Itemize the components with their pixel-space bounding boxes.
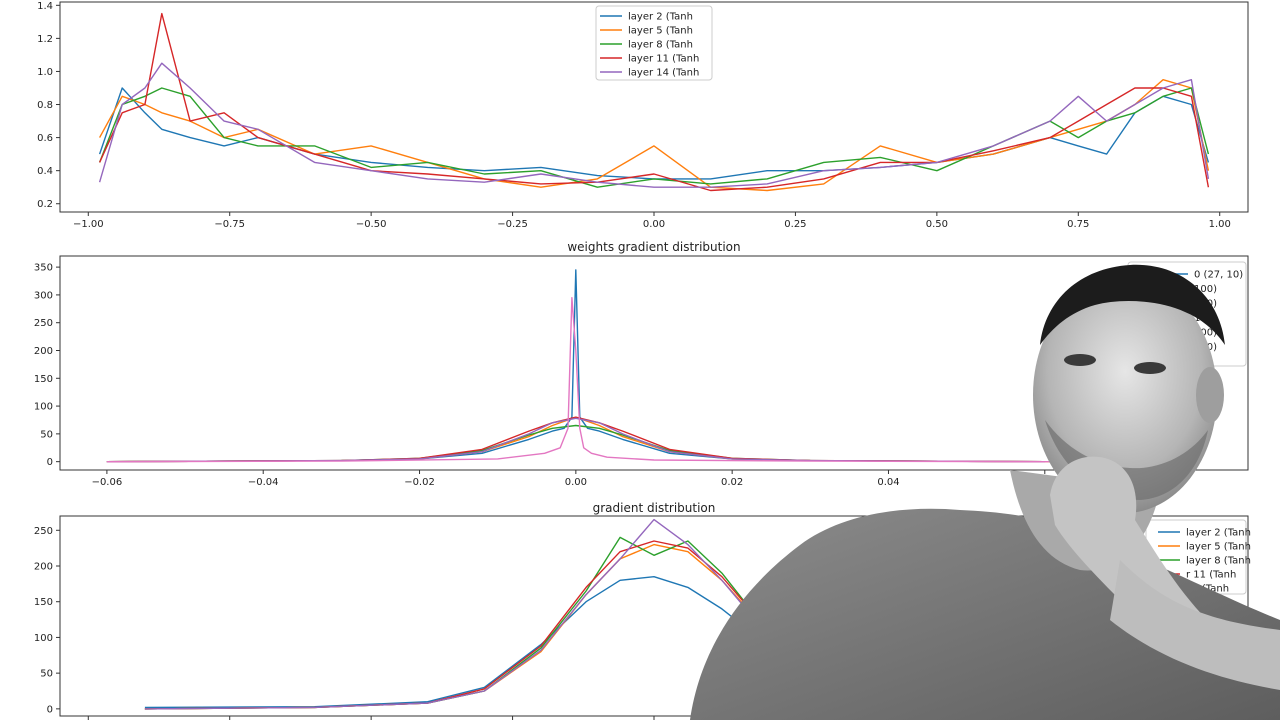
legend-label: r 11 (Tanh <box>1186 570 1236 581</box>
plot-frame <box>59 255 1249 471</box>
y-tick-label: 200 <box>34 562 53 573</box>
presenter-arm <box>1110 560 1280 690</box>
legend-label: layer 14 (Tanh <box>628 68 699 79</box>
legend-label: layer 8 (Tanh <box>628 40 693 51</box>
legend-label: layer 2 (Tanh <box>628 12 693 23</box>
series-line-2 <box>98 78 1210 192</box>
x-tick-label: 0.25 <box>784 219 806 230</box>
legend-box <box>595 5 713 81</box>
y-tick-label: 50 <box>40 429 53 440</box>
y-ticks: 0 50 100 150 200 250 <box>34 526 60 715</box>
x-tick-label: 0.50 <box>926 219 948 230</box>
y-tick-label: 150 <box>34 597 53 608</box>
legend-label: 100) <box>1194 328 1217 339</box>
legend-label: layer 5 (Tanh <box>1186 542 1251 553</box>
x-ticks: −1.00 −0.75 −0.50 −0.25 0.00 0.25 0.50 0.75 1.00 <box>73 212 1231 230</box>
legend-label: 100) <box>1194 284 1217 295</box>
x-tick-label: −0.06 <box>92 477 123 488</box>
y-tick-label: 1.4 <box>37 1 53 12</box>
y-tick-label: 0.8 <box>37 100 53 111</box>
y-tick-label: 1.0 <box>37 67 53 78</box>
y-tick-label: 150 <box>34 374 53 385</box>
presenter-hair <box>1040 264 1225 345</box>
series-line-5 <box>98 62 1210 188</box>
chart-title: gradient distribution <box>593 501 716 515</box>
series-line-6 <box>106 297 1162 463</box>
x-tick-label: 0.75 <box>1067 219 1089 230</box>
legend: layer 2 (Tanh layer 5 (Tanh layer 8 (Tanh l… <box>595 5 713 81</box>
x-tick-label: 0.02 <box>721 477 743 488</box>
y-tick-label: 0.2 <box>37 199 53 210</box>
y-tick-label: 0 <box>47 704 53 715</box>
series-line-4 <box>98 12 1210 192</box>
series-line-1 <box>106 269 1045 463</box>
y-ticks: 0.2 0.4 0.6 0.8 1.0 1.2 1.4 <box>37 1 60 210</box>
y-tick-label: 250 <box>34 318 53 329</box>
x-tick-label: 0.00 <box>643 219 665 230</box>
series-line-5 <box>106 417 1045 463</box>
series-lines <box>106 269 1162 463</box>
x-tick-label: −0.04 <box>248 477 279 488</box>
y-tick-label: 0 <box>47 457 53 468</box>
activation-distribution-chart: −1.00 −0.75 −0.50 −0.25 0.00 0.25 0.50 0.75 1.00… <box>37 1 1249 230</box>
presenter-eye-left <box>1064 354 1096 366</box>
y-tick-label: 50 <box>40 669 53 680</box>
x-ticks <box>87 716 796 720</box>
legend-label: layer 8 (Tanh <box>1186 556 1251 567</box>
legend-label: layer 11 (Tanh <box>628 54 699 65</box>
chart-title: weights gradient distribution <box>567 240 740 254</box>
presenter-eye-right <box>1134 362 1166 374</box>
series-line-3 <box>106 424 1045 463</box>
presenter-ear <box>1196 367 1224 423</box>
y-tick-label: 200 <box>34 346 53 357</box>
legend-label: 0 (27, 10) <box>1194 270 1243 281</box>
y-tick-label: 1.2 <box>37 34 53 45</box>
x-tick-label: −0.02 <box>404 477 435 488</box>
y-tick-label: 100 <box>34 402 53 413</box>
y-tick-label: 0.6 <box>37 133 53 144</box>
y-ticks: 0 50 100 150 200 250 300 350 <box>34 263 60 468</box>
x-tick-label: −0.75 <box>214 219 245 230</box>
series-line-4 <box>106 416 1045 463</box>
legend-label: layer 5 (Tanh <box>628 26 693 37</box>
series-lines <box>98 12 1210 192</box>
x-tick-label: −1.00 <box>73 219 104 230</box>
x-tick-label: −0.25 <box>497 219 528 230</box>
x-tick-label: −0.50 <box>356 219 387 230</box>
presenter-hand <box>1050 456 1230 646</box>
legend-label: layer 2 (Tanh <box>1186 528 1251 539</box>
y-tick-label: 250 <box>34 526 53 537</box>
y-tick-label: 100 <box>34 633 53 644</box>
x-ticks: −0.06−0.04−0.020.000.020.040.06 <box>92 470 1056 488</box>
y-tick-label: 300 <box>34 290 53 301</box>
series-line-3 <box>98 87 1210 188</box>
x-tick-label: 0.00 <box>565 477 587 488</box>
y-tick-label: 0.4 <box>37 166 53 177</box>
x-tick-label: 1.00 <box>1209 219 1231 230</box>
x-tick-label: 0.04 <box>877 477 899 488</box>
presenter-overlay <box>690 264 1280 720</box>
y-tick-label: 350 <box>34 263 53 274</box>
